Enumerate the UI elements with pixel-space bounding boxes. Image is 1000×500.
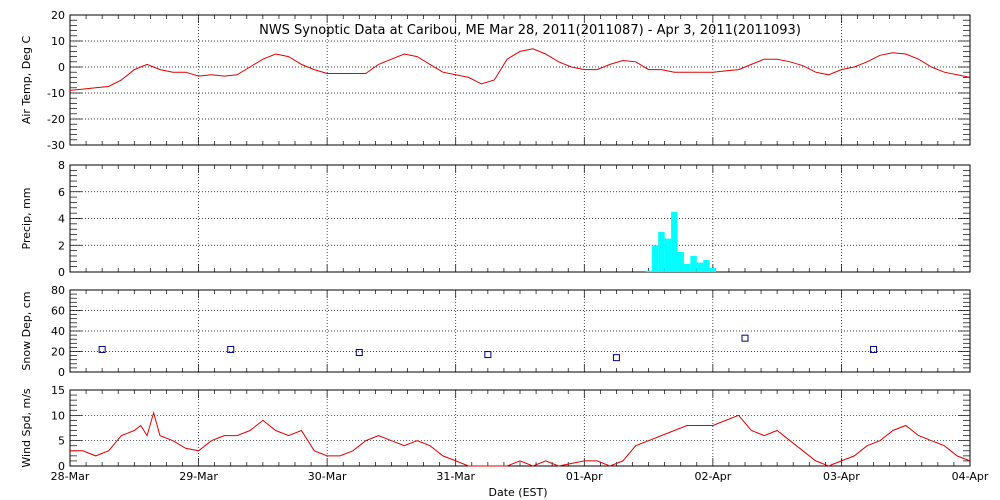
snow-point — [484, 351, 492, 359]
precip-bar — [696, 262, 704, 272]
x-tick-label: 03-Apr — [823, 470, 860, 483]
wind-ytick-label: 0 — [58, 460, 65, 473]
wind-ylabel: Wind Spd, m/s — [20, 388, 33, 468]
snow-panel: 0 20 40 60 80 Snow Dep, cm — [20, 284, 971, 379]
precip-bar — [658, 231, 665, 272]
precip-ylabel: Precip, mm — [20, 188, 33, 250]
precip-ytick-label: 6 — [58, 186, 65, 199]
precip-bar — [683, 263, 691, 272]
x-tick-label: 04-Apr — [952, 470, 989, 483]
temp-panel: -30 -20 -10 0 10 20 Air Temp, Deg C — [20, 9, 971, 152]
temp-ytick-label: -10 — [47, 87, 65, 100]
snow-ylabel: Snow Dep, cm — [20, 291, 33, 370]
snow-point — [612, 354, 620, 362]
temp-ytick-label: 10 — [51, 35, 65, 48]
wind-frame — [69, 389, 971, 467]
precip-ytick-label: 4 — [58, 213, 65, 226]
x-axis-label: Date (EST) — [488, 486, 547, 499]
wind-series-line — [70, 410, 971, 467]
wind-ytick-label: 15 — [51, 384, 65, 397]
wind-ytick-label: 5 — [58, 435, 65, 448]
snow-point — [355, 349, 363, 357]
snow-point — [741, 334, 749, 342]
x-tick-label: 02-Apr — [694, 470, 731, 483]
snow-point — [870, 345, 878, 353]
chart-title: NWS Synoptic Data at Caribou, ME Mar 28,… — [259, 23, 801, 38]
temp-series-line — [69, 48, 971, 91]
precip-ytick-label: 0 — [58, 266, 65, 279]
snow-ytick-label: 80 — [51, 284, 65, 297]
snow-point — [227, 345, 235, 353]
snow-ytick-label: 20 — [51, 346, 65, 359]
precip-bar — [651, 245, 659, 272]
precip-bar — [690, 255, 697, 272]
x-tick-label: 01-Apr — [566, 470, 603, 483]
x-tick-label: 31-Mar — [436, 470, 475, 483]
precip-ytick-label: 2 — [58, 239, 65, 252]
precip-bar — [664, 238, 672, 272]
snow-ytick-label: 40 — [51, 325, 65, 338]
precip-bar — [645, 270, 652, 272]
precip-ytick-label: 8 — [58, 159, 65, 172]
wind-ytick-label: 10 — [51, 409, 65, 422]
precip-bar — [709, 267, 717, 272]
precip-bar — [703, 259, 710, 272]
precip-panel: 0 2 4 6 8 Precip, mm — [20, 159, 971, 279]
temp-ytick-label: 20 — [51, 9, 65, 22]
snow-ytick-label: 60 — [51, 305, 65, 318]
temp-ytick-label: -30 — [47, 139, 65, 152]
temp-ylabel: Air Temp, Deg C — [20, 36, 33, 125]
temp-ytick-label: 0 — [58, 61, 65, 74]
wind-panel: 0 5 10 15 Wind Spd, m/s — [20, 384, 971, 473]
snow-ytick-label: 0 — [58, 366, 65, 379]
precip-bar — [677, 251, 684, 272]
x-tick-label: 30-Mar — [308, 470, 347, 483]
temp-ytick-label: -20 — [47, 113, 65, 126]
panels-group: -30 -20 -10 0 10 20 Air Temp, Deg C 0 2 4 6 8 Precip… — [20, 9, 989, 483]
x-tick-label: 28-Mar — [51, 470, 90, 483]
snow-point — [98, 345, 106, 353]
x-tick-label: 29-Mar — [179, 470, 218, 483]
precip-bar — [671, 211, 678, 272]
